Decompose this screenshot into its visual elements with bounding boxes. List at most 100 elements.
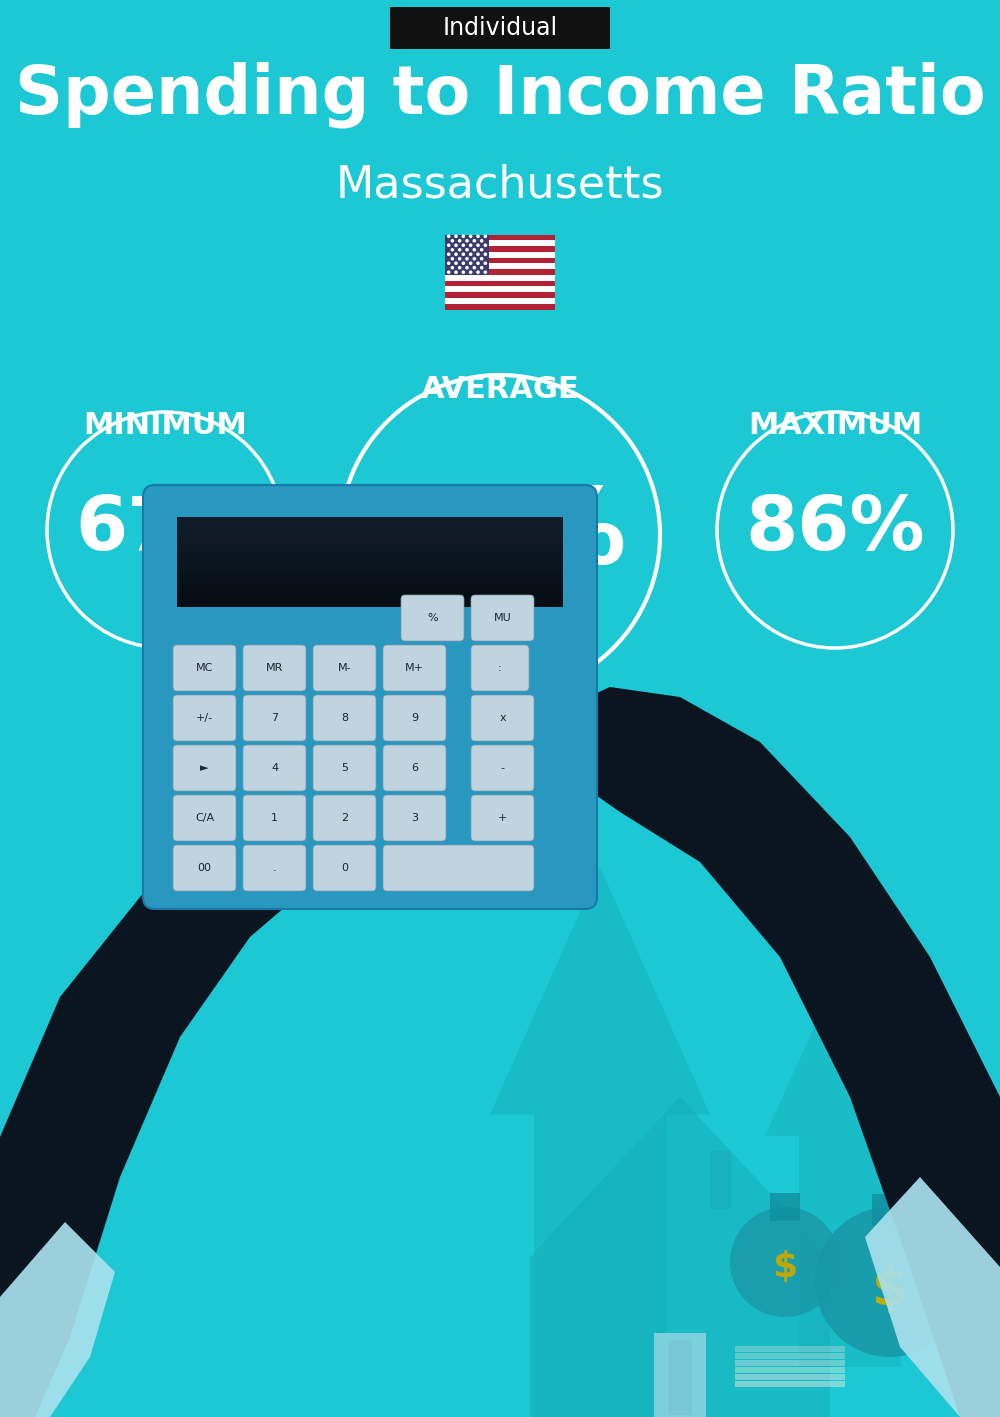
Bar bbox=[735, 1359, 845, 1366]
Circle shape bbox=[473, 248, 476, 252]
FancyBboxPatch shape bbox=[243, 845, 306, 891]
FancyBboxPatch shape bbox=[313, 745, 376, 791]
FancyBboxPatch shape bbox=[173, 645, 236, 691]
Polygon shape bbox=[555, 687, 1000, 1417]
FancyBboxPatch shape bbox=[313, 694, 376, 741]
Circle shape bbox=[458, 239, 461, 242]
Text: 1: 1 bbox=[271, 813, 278, 823]
FancyBboxPatch shape bbox=[390, 7, 610, 50]
Polygon shape bbox=[0, 752, 400, 1417]
Bar bbox=[445, 234, 489, 275]
Circle shape bbox=[462, 234, 465, 238]
Text: Spending to Income Ratio: Spending to Income Ratio bbox=[15, 62, 985, 129]
Circle shape bbox=[480, 248, 483, 252]
Text: $: $ bbox=[772, 1250, 798, 1284]
FancyBboxPatch shape bbox=[313, 795, 376, 842]
Bar bbox=[445, 303, 555, 309]
FancyBboxPatch shape bbox=[243, 645, 306, 691]
FancyBboxPatch shape bbox=[383, 745, 446, 791]
Bar bbox=[177, 598, 563, 606]
Circle shape bbox=[462, 244, 465, 247]
Circle shape bbox=[480, 239, 483, 242]
Polygon shape bbox=[490, 867, 710, 1417]
Text: MR: MR bbox=[266, 663, 283, 673]
Text: .: . bbox=[273, 863, 276, 873]
Bar bbox=[177, 563, 563, 571]
FancyBboxPatch shape bbox=[383, 845, 534, 891]
Circle shape bbox=[447, 234, 450, 238]
Text: MU: MU bbox=[494, 614, 511, 623]
Text: 3: 3 bbox=[411, 813, 418, 823]
Bar bbox=[668, 1340, 690, 1416]
Circle shape bbox=[454, 271, 458, 273]
Bar bbox=[445, 281, 555, 286]
Bar bbox=[177, 517, 563, 606]
Circle shape bbox=[476, 271, 480, 273]
Bar bbox=[445, 234, 555, 241]
Circle shape bbox=[465, 266, 469, 269]
Circle shape bbox=[451, 239, 454, 242]
Text: +: + bbox=[498, 813, 507, 823]
Circle shape bbox=[473, 256, 476, 261]
FancyBboxPatch shape bbox=[313, 645, 376, 691]
Bar bbox=[735, 1380, 845, 1387]
Text: ►: ► bbox=[200, 762, 209, 774]
Bar bbox=[177, 536, 563, 544]
Text: AVERAGE: AVERAGE bbox=[421, 376, 579, 404]
FancyBboxPatch shape bbox=[243, 745, 306, 791]
Circle shape bbox=[454, 234, 458, 238]
Circle shape bbox=[462, 252, 465, 256]
Circle shape bbox=[476, 252, 480, 256]
Bar bbox=[445, 258, 555, 264]
Bar bbox=[735, 1352, 845, 1359]
Bar bbox=[177, 553, 563, 563]
FancyBboxPatch shape bbox=[383, 694, 446, 741]
Text: MC: MC bbox=[196, 663, 213, 673]
Polygon shape bbox=[530, 1097, 830, 1257]
Circle shape bbox=[465, 239, 469, 242]
Circle shape bbox=[465, 248, 469, 252]
Bar bbox=[177, 517, 563, 526]
Circle shape bbox=[476, 234, 480, 238]
Circle shape bbox=[815, 1207, 965, 1357]
Bar bbox=[177, 580, 563, 589]
Circle shape bbox=[451, 256, 454, 261]
FancyBboxPatch shape bbox=[313, 845, 376, 891]
Bar bbox=[654, 1333, 706, 1417]
Text: 0: 0 bbox=[341, 863, 348, 873]
Bar bbox=[177, 571, 563, 580]
Circle shape bbox=[454, 261, 458, 265]
Text: Massachusetts: Massachusetts bbox=[336, 163, 664, 207]
Circle shape bbox=[447, 244, 450, 247]
Text: 2: 2 bbox=[341, 813, 348, 823]
FancyBboxPatch shape bbox=[471, 595, 534, 640]
Circle shape bbox=[465, 256, 469, 261]
FancyBboxPatch shape bbox=[243, 694, 306, 741]
Circle shape bbox=[462, 271, 465, 273]
Text: 6: 6 bbox=[411, 762, 418, 774]
Circle shape bbox=[451, 248, 454, 252]
Text: $: $ bbox=[872, 1264, 908, 1316]
Bar bbox=[735, 1346, 845, 1352]
Circle shape bbox=[469, 234, 472, 238]
Bar bbox=[530, 1257, 830, 1417]
Circle shape bbox=[480, 266, 483, 269]
Text: M-: M- bbox=[338, 663, 351, 673]
Bar bbox=[735, 1373, 845, 1380]
Text: :: : bbox=[498, 663, 502, 673]
Text: M+: M+ bbox=[405, 663, 424, 673]
FancyBboxPatch shape bbox=[173, 795, 236, 842]
Bar bbox=[445, 292, 555, 298]
Polygon shape bbox=[865, 1178, 1000, 1417]
Polygon shape bbox=[765, 947, 935, 1367]
Text: 76%: 76% bbox=[374, 485, 626, 587]
Text: 8: 8 bbox=[341, 713, 348, 723]
Circle shape bbox=[462, 261, 465, 265]
Text: Individual: Individual bbox=[442, 16, 558, 40]
Bar bbox=[770, 1193, 800, 1221]
Text: 86%: 86% bbox=[745, 493, 925, 567]
Circle shape bbox=[447, 261, 450, 265]
Circle shape bbox=[484, 234, 487, 238]
Circle shape bbox=[473, 266, 476, 269]
Circle shape bbox=[469, 271, 472, 273]
